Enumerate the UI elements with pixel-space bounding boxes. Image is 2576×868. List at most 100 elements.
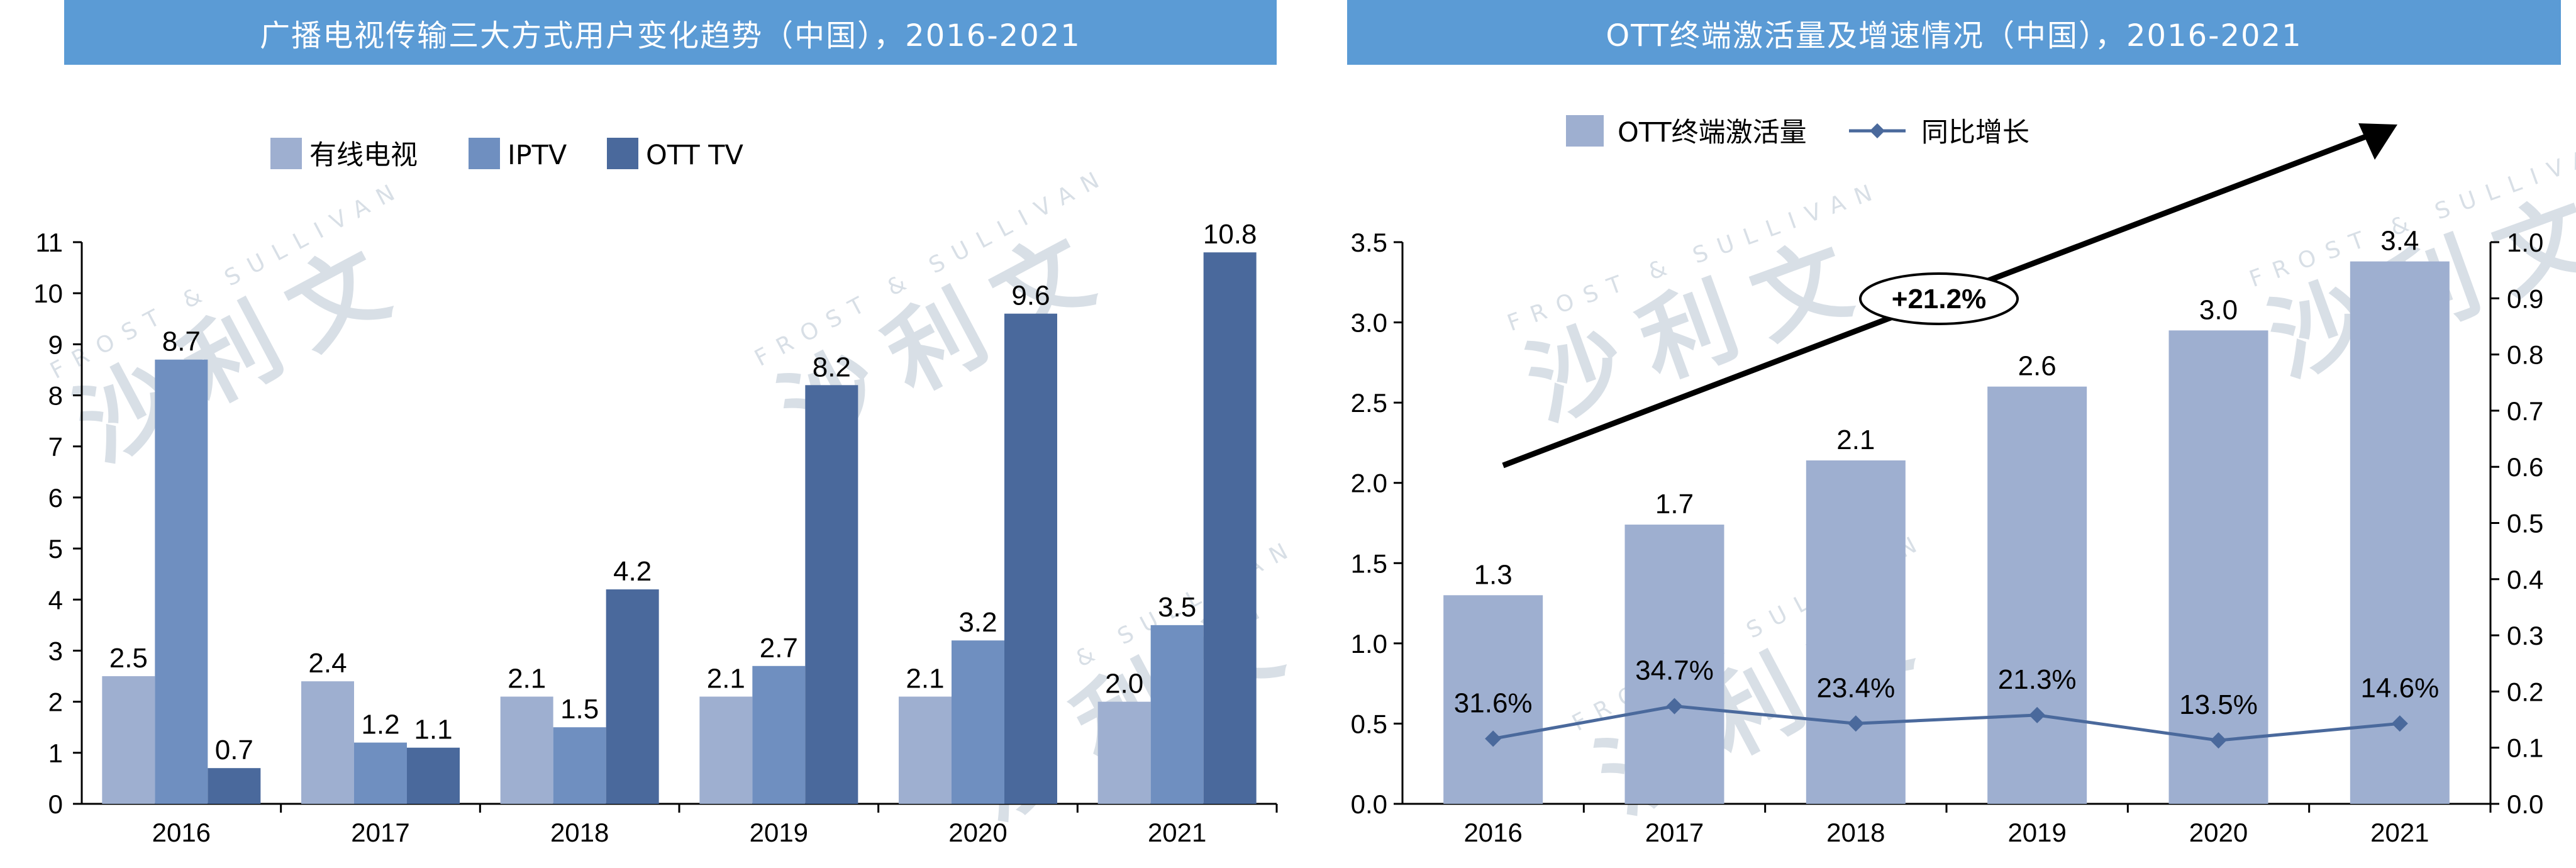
growth-marker [2029,706,2046,723]
y-tick-label: 7 [48,432,63,462]
y-tick-label: 3.0 [1351,308,1387,338]
bar-有线电视 [899,696,952,804]
y-tick-label: 8 [48,381,63,411]
bar-value-label: 2.0 [1105,669,1143,699]
y-tick-label: 0.0 [1351,789,1387,819]
bar-OTT TV [1004,313,1057,804]
y-tick-label: 0.5 [1351,709,1387,738]
bar-value-label: 2.7 [760,633,798,664]
growth-value-label: 34.7% [1635,655,1714,686]
growth-value-label: 13.5% [2179,689,2258,720]
growth-marker [2210,732,2227,749]
legend-label-2: IPTV [508,140,567,171]
bar-value-label: 8.2 [813,352,851,382]
growth-line [1492,704,2401,742]
bar-activation [2350,261,2450,804]
bar-IPTV [155,359,208,804]
y2-tick-label: 0.3 [2507,621,2543,650]
bar-OTT TV [606,589,659,804]
x-tick-label: 2017 [1645,818,1704,847]
legend-label-bar: OTT终端激活量 [1618,117,1807,148]
bar-IPTV [952,640,1004,804]
bar-value-label: 1.5 [560,694,599,725]
growth-value-label: 23.4% [1816,672,1895,703]
bar-有线电视 [699,696,753,804]
bar-activation [1443,595,1543,804]
legend-label-line: 同比增长 [1921,117,2029,148]
legend-swatch-2 [469,138,500,169]
bar-IPTV [553,727,606,804]
bar-value-label: 1.1 [414,715,452,745]
cagr-label: +21.2% [1892,284,1986,314]
y2-tick-label: 0.5 [2507,509,2543,538]
bar-有线电视 [102,676,155,804]
x-tick-label: 2020 [948,818,1007,847]
y-tick-label: 9 [48,330,63,359]
bar-value-label: 2.1 [707,664,745,694]
bar-value-label: 1.3 [1474,559,1513,590]
bar-有线电视 [301,681,354,804]
growth-value-label: 21.3% [1998,664,2077,695]
bar-value-label: 9.6 [1011,281,1050,311]
x-tick-label: 2018 [1826,818,1885,847]
bar-IPTV [354,742,407,804]
x-tick-label: 2019 [2007,818,2066,847]
y-tick-label: 11 [35,228,63,257]
bar-value-label: 4.2 [613,556,652,587]
bar-value-label: 3.5 [1158,592,1196,623]
x-tick-label: 2020 [2189,818,2248,847]
y2-tick-label: 0.9 [2507,284,2543,313]
legend-marker-line [1870,123,1885,138]
x-tick-label: 2016 [152,818,211,847]
trend-arrowhead [2358,123,2397,160]
y2-tick-label: 0.0 [2507,789,2543,819]
bar-activation [1987,386,2087,804]
growth-marker [2391,715,2408,732]
y-tick-label: 3 [48,636,63,665]
legend-label-3: OTT TV [646,140,744,171]
left-chart-title: 广播电视传输三大方式用户变化趋势（中国），2016-2021 [64,0,1277,65]
bar-value-label: 2.4 [308,648,347,679]
legend-swatch-1 [270,138,302,169]
bar-有线电视 [1097,701,1151,804]
bar-value-label: 2.1 [508,664,546,694]
y-tick-label: 3.5 [1351,228,1387,257]
y-tick-label: 2 [48,687,63,717]
x-tick-label: 2018 [550,818,609,847]
legend-swatch-3 [607,138,638,169]
legend-swatch-bar [1566,115,1604,147]
bar-value-label: 2.1 [906,664,944,694]
bar-activation [1806,460,1906,804]
y2-tick-label: 0.4 [2507,565,2543,594]
growth-marker [1666,698,1683,715]
x-tick-label: 2021 [1148,818,1206,847]
bar-activation [1624,525,1724,804]
bar-value-label: 2.5 [109,643,148,674]
growth-marker [1485,730,1502,747]
bar-value-label: 3.4 [2380,226,2419,257]
y-tick-label: 1 [48,738,63,768]
y-tick-label: 1.0 [1351,629,1387,659]
bar-OTT TV [208,768,261,804]
y-tick-label: 0 [48,789,63,819]
bar-有线电视 [500,696,553,804]
bar-value-label: 1.2 [361,709,399,740]
bar-IPTV [752,665,806,804]
y2-tick-label: 0.8 [2507,340,2543,370]
bar-value-label: 10.8 [1203,219,1257,250]
legend-label-1: 有线电视 [309,140,418,171]
growth-marker [1847,715,1864,732]
bar-value-label: 8.7 [162,326,201,357]
bar-value-label: 2.1 [1836,425,1875,455]
bar-IPTV [1150,625,1204,804]
bar-OTT TV [805,385,858,804]
y-tick-label: 2.5 [1351,388,1387,418]
y2-tick-label: 0.1 [2507,733,2543,763]
y2-tick-label: 0.7 [2507,396,2543,426]
y-tick-label: 5 [48,534,63,564]
growth-value-label: 14.6% [2360,672,2439,703]
y-tick-label: 6 [48,483,63,513]
